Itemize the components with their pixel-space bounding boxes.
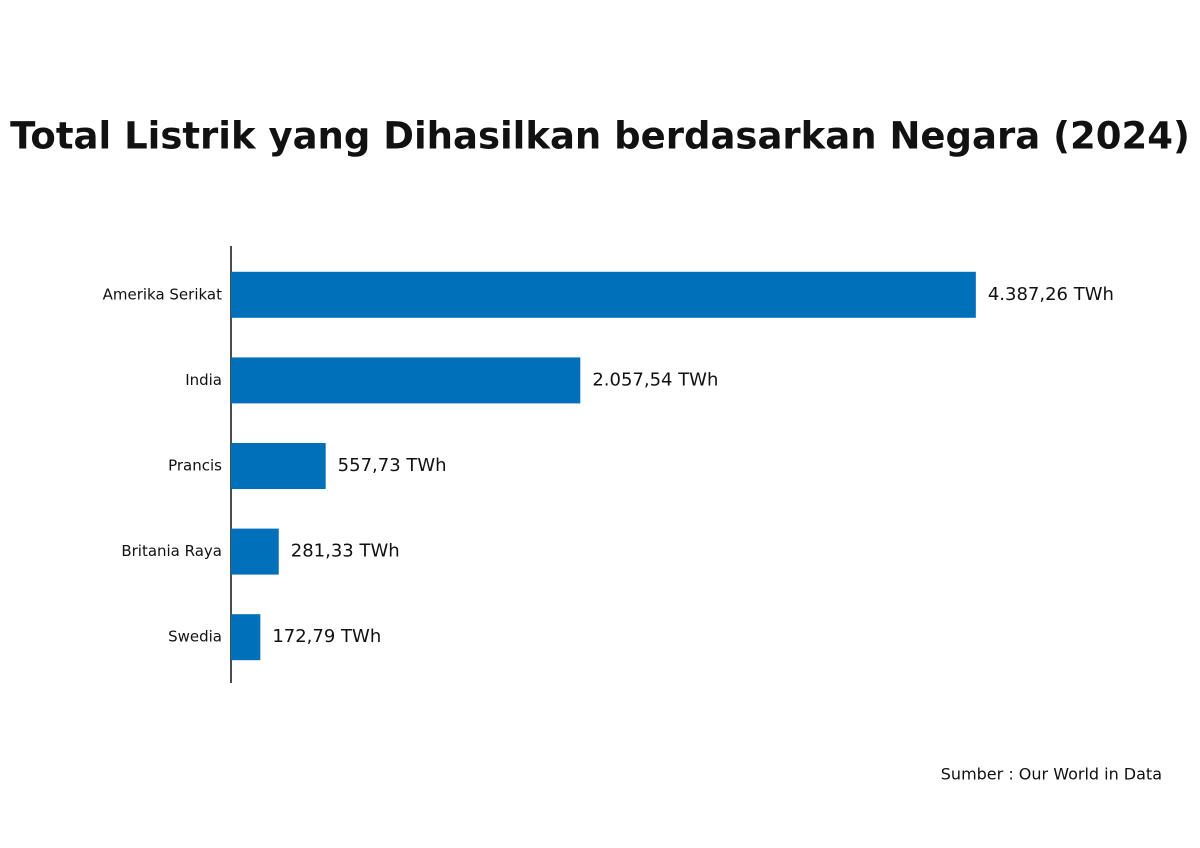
bar: [231, 614, 261, 661]
y-tick-label: Amerika Serikat: [103, 285, 223, 303]
bar: [231, 357, 581, 404]
bar: [231, 271, 976, 318]
y-tick-label: Britania Raya: [121, 542, 222, 560]
y-tick-label: Prancis: [168, 457, 222, 475]
bar: [231, 443, 326, 489]
bar: [231, 528, 279, 575]
value-label: 2.057,54 TWh: [592, 369, 718, 390]
y-tick-label: Swedia: [168, 628, 222, 646]
value-label: 281,33 TWh: [291, 541, 400, 562]
source-note: Sumber : Our World in Data: [941, 765, 1162, 784]
value-label: 172,79 TWh: [272, 626, 381, 647]
value-label: 557,73 TWh: [338, 455, 447, 476]
value-label: 4.387,26 TWh: [988, 284, 1114, 305]
chart-title: Total Listrik yang Dihasilkan berdasarka…: [10, 115, 1190, 158]
y-tick-label: India: [185, 371, 222, 389]
